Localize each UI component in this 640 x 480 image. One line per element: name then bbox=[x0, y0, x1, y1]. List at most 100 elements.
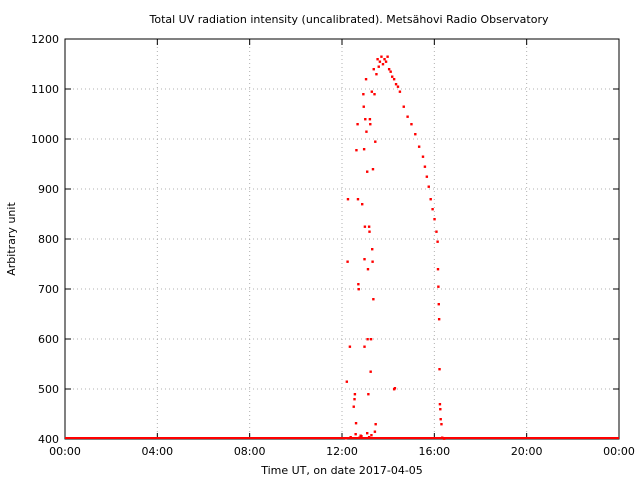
y-tick-label: 1000 bbox=[31, 133, 59, 146]
data-point bbox=[367, 436, 371, 439]
data-point bbox=[438, 403, 442, 406]
data-point bbox=[380, 55, 383, 58]
data-point bbox=[356, 198, 360, 201]
data-point bbox=[435, 230, 438, 233]
data-points bbox=[344, 55, 446, 440]
data-point bbox=[377, 65, 380, 68]
x-tick-label: 00:00 bbox=[603, 445, 635, 458]
data-point bbox=[402, 105, 405, 108]
data-point bbox=[354, 422, 358, 425]
data-point bbox=[438, 368, 441, 371]
x-tick-label: 08:00 bbox=[234, 445, 266, 458]
data-point bbox=[369, 338, 373, 341]
data-point bbox=[373, 430, 377, 433]
y-tick-label: 800 bbox=[38, 233, 59, 246]
data-point bbox=[363, 225, 367, 228]
data-point bbox=[349, 436, 352, 439]
data-point bbox=[427, 185, 430, 188]
data-point bbox=[365, 130, 368, 133]
data-point bbox=[374, 423, 377, 426]
data-point bbox=[437, 303, 440, 306]
data-point bbox=[386, 55, 389, 58]
y-axis: 400 500 600 700 800 900 1000 1100 1200 bbox=[31, 33, 619, 446]
data-point bbox=[439, 418, 442, 421]
data-point bbox=[373, 93, 376, 96]
y-tick-label: 600 bbox=[38, 333, 59, 346]
x-tick-label: 12:00 bbox=[326, 445, 358, 458]
data-point bbox=[353, 398, 356, 401]
data-point bbox=[437, 285, 440, 288]
data-point bbox=[354, 433, 357, 436]
data-point bbox=[352, 405, 355, 408]
data-point bbox=[393, 387, 397, 390]
data-point bbox=[384, 60, 388, 63]
data-point bbox=[372, 298, 375, 301]
x-tick-label: 04:00 bbox=[141, 445, 173, 458]
data-point bbox=[431, 208, 434, 211]
data-point bbox=[421, 155, 425, 158]
x-axis-label: Time UT, on date 2017-04-05 bbox=[260, 464, 423, 477]
data-point bbox=[366, 432, 369, 435]
data-point bbox=[370, 434, 373, 437]
data-point bbox=[357, 283, 360, 286]
data-point bbox=[369, 123, 372, 126]
data-point bbox=[362, 148, 366, 151]
data-point bbox=[378, 60, 382, 63]
data-point bbox=[348, 345, 352, 348]
data-point bbox=[398, 90, 402, 93]
data-point bbox=[406, 115, 409, 118]
data-point bbox=[371, 260, 374, 263]
chart-title: Total UV radiation intensity (uncalibrat… bbox=[149, 13, 549, 26]
data-point bbox=[362, 93, 365, 96]
data-point bbox=[371, 168, 375, 171]
y-tick-label: 500 bbox=[38, 383, 59, 396]
data-point bbox=[361, 203, 364, 206]
data-point bbox=[417, 145, 421, 148]
data-point bbox=[363, 345, 366, 348]
data-point bbox=[440, 423, 443, 426]
data-point bbox=[370, 90, 374, 93]
y-tick-label: 900 bbox=[38, 183, 59, 196]
data-point bbox=[436, 268, 440, 271]
data-point bbox=[374, 140, 377, 143]
data-point bbox=[369, 370, 372, 373]
data-point bbox=[360, 435, 363, 438]
data-point bbox=[441, 436, 444, 439]
data-point bbox=[353, 393, 357, 396]
data-point bbox=[371, 248, 374, 251]
data-point bbox=[357, 288, 360, 291]
data-point bbox=[381, 63, 385, 66]
data-point bbox=[442, 437, 446, 440]
data-point bbox=[367, 393, 370, 396]
data-point bbox=[368, 118, 372, 121]
data-point bbox=[429, 198, 432, 201]
y-tick-label: 1200 bbox=[31, 33, 59, 46]
data-point bbox=[414, 133, 417, 136]
data-point bbox=[376, 58, 379, 61]
data-point bbox=[346, 260, 349, 263]
data-point bbox=[423, 165, 427, 168]
data-point bbox=[396, 85, 400, 88]
x-tick-label: 00:00 bbox=[49, 445, 81, 458]
data-point bbox=[387, 68, 391, 71]
y-tick-label: 400 bbox=[38, 433, 59, 446]
data-point bbox=[366, 170, 369, 173]
x-axis: 00:00 04:00 08:00 12:00 16:00 20:00 00:00 bbox=[49, 39, 635, 458]
data-point bbox=[367, 225, 371, 228]
data-point bbox=[425, 175, 429, 178]
x-tick-label: 16:00 bbox=[418, 445, 450, 458]
data-point bbox=[364, 78, 368, 81]
y-axis-label: Arbitrary unit bbox=[5, 202, 18, 276]
data-point bbox=[439, 408, 442, 411]
data-point bbox=[394, 83, 398, 86]
data-point bbox=[383, 58, 386, 61]
data-point bbox=[375, 73, 378, 76]
data-point bbox=[391, 75, 394, 78]
data-point bbox=[410, 123, 413, 126]
data-point bbox=[433, 218, 436, 221]
data-point bbox=[345, 380, 349, 383]
y-tick-label: 1100 bbox=[31, 83, 59, 96]
data-point bbox=[392, 78, 396, 81]
data-point bbox=[346, 198, 350, 201]
